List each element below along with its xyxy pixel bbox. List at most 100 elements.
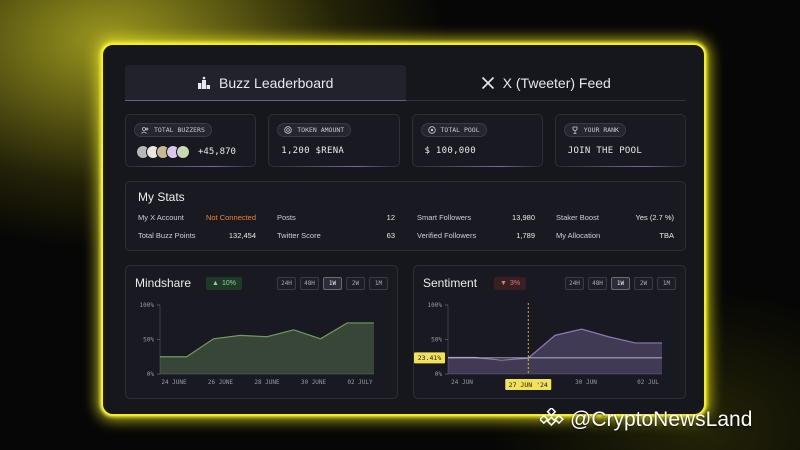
stat-value: 1,789 (516, 231, 535, 240)
stat-total-buzz-points: Total Buzz Points 132,454 (138, 231, 256, 240)
x-tick-label: 24 JUN (451, 379, 473, 386)
avatar (176, 145, 190, 159)
podium-icon (198, 76, 211, 89)
stat-value: Yes (2.7 %) (635, 213, 675, 222)
trophy-icon (572, 126, 578, 134)
range-button-1m[interactable]: 1M (657, 277, 676, 290)
stat-value: TBA (659, 231, 674, 240)
x-tick-label: 26 JUNE (208, 379, 234, 386)
card-label-pill: TOTAL POOL (420, 123, 487, 137)
card-total-pool: TOTAL POOL $ 100,000 (411, 114, 543, 167)
stat-value: 13,980 (512, 213, 535, 222)
badge-value: 3% (509, 280, 521, 287)
stat-verified-followers: Verified Followers 1,789 (417, 231, 535, 240)
watermark-text: @CryptoNewsLand (570, 408, 753, 431)
sentiment-chart-card: Sentiment ▼ 3% 24H 48H 1W 2W 1M 100% 50% 0% 24 … (413, 265, 686, 399)
your-rank-value[interactable]: JOIN THE POOL (567, 146, 643, 156)
my-stats-panel: My Stats My X Account Not Connected Tota… (125, 181, 686, 251)
stat-value[interactable]: Not Connected (205, 213, 256, 222)
y-tick-label: 100% (140, 302, 155, 309)
range-button-1m[interactable]: 1M (369, 277, 388, 290)
buzzers-count: +45,870 (198, 147, 236, 157)
x-logo-icon (481, 76, 494, 89)
series-area (160, 322, 374, 374)
tab-label: Buzz Leaderboard (219, 74, 334, 91)
tab-bar: Buzz Leaderboard X (Tweeter) Feed (125, 65, 686, 101)
series-line (160, 322, 374, 358)
x-tick-label: 28 JUNE (254, 379, 280, 386)
total-pool-value: $ 100,000 (424, 146, 476, 156)
crosshair-x-label-bg (505, 379, 552, 390)
range-button-2w[interactable]: 2W (634, 277, 653, 290)
stat-twitter-score: Twitter Score 63 (277, 231, 395, 240)
badge-value: 10% (221, 280, 236, 287)
crosshair-y-label: 23.41% (418, 354, 442, 362)
x-tick-label: 02 JULY (347, 379, 373, 386)
buzz-panel: Buzz Leaderboard X (Tweeter) Feed TOTAL … (101, 43, 706, 416)
range-button-24h[interactable]: 24H (277, 277, 296, 290)
token-amount-value: 1,200 $RENA (281, 146, 345, 156)
range-button-1w[interactable]: 1W (611, 277, 630, 290)
card-label-pill: TOTAL BUZZERS (134, 123, 212, 137)
stat-staker-boost: Staker Boost Yes (2.7 %) (556, 213, 674, 222)
y-tick-label: 100% (428, 302, 443, 309)
series-line (448, 328, 662, 361)
arrow-up-icon: ▲ (212, 280, 219, 287)
users-icon (141, 127, 149, 134)
tab-label: X (Tweeter) Feed (502, 74, 611, 91)
y-tick-label: 0% (435, 371, 443, 378)
watermark: @CryptoNewsLand (540, 408, 752, 432)
x-tick-label: 30 JUNE (301, 379, 327, 386)
stat-label: Posts (277, 213, 296, 222)
range-selector: 24H 48H 1W 2W 1M (565, 277, 676, 290)
y-tick-label: 50% (431, 337, 442, 344)
crosshair-y-label-bg (414, 352, 445, 364)
card-label-pill: TOKEN AMOUNT (277, 123, 352, 137)
stat-smart-followers: Smart Followers 13,980 (417, 213, 535, 222)
chart-title: Mindshare (135, 276, 192, 290)
binance-logo-icon (540, 408, 564, 427)
stat-label: Twitter Score (277, 231, 321, 240)
sentiment-change-badge: ▼ 3% (494, 277, 527, 290)
stat-value: 132,454 (228, 231, 256, 240)
coin-icon (284, 126, 292, 134)
stat-value: 63 (386, 231, 395, 240)
series-area (448, 329, 662, 374)
card-label-text: YOUR RANK (583, 126, 619, 134)
card-label-pill: YOUR RANK (563, 123, 626, 137)
range-button-48h[interactable]: 48H (588, 277, 607, 290)
mindshare-change-badge: ▲ 10% (206, 277, 242, 290)
range-button-2w[interactable]: 2W (346, 277, 365, 290)
card-label-text: TOTAL BUZZERS (154, 126, 205, 134)
card-label-text: TOKEN AMOUNT (297, 126, 345, 134)
x-tick-label: 24 JUNE (161, 379, 187, 386)
crosshair-x-label: 27 JUN '24 (509, 381, 548, 389)
range-button-48h[interactable]: 48H (300, 277, 319, 290)
card-label-text: TOTAL POOL (440, 126, 480, 134)
x-tick-label: 30 JUN (575, 379, 597, 386)
stat-label: My Allocation (556, 231, 601, 240)
my-stats-title: My Stats (138, 190, 185, 204)
mindshare-chart: 100% 50% 0% 24 JUNE 26 JUNE 28 JUNE 30 JUNE 02 … (140, 302, 374, 386)
range-selector: 24H 48H 1W 2W 1M (277, 277, 388, 290)
card-total-buzzers: TOTAL BUZZERS +45,870 (125, 114, 257, 167)
y-tick-label: 50% (143, 337, 154, 344)
stat-posts: Posts 12 (277, 213, 395, 222)
avatar-stack: +45,870 (136, 145, 236, 159)
stat-value: 12 (386, 213, 395, 222)
mindshare-chart-card: Mindshare ▲ 10% 24H 48H 1W 2W 1M 100% 50% 0% 24… (125, 265, 398, 399)
card-token-amount: TOKEN AMOUNT 1,200 $RENA (268, 114, 400, 167)
range-button-24h[interactable]: 24H (565, 277, 584, 290)
stat-label: Staker Boost (556, 213, 599, 222)
stat-label: Total Buzz Points (138, 231, 196, 240)
stat-my-x-account: My X Account Not Connected (138, 213, 256, 222)
range-button-1w[interactable]: 1W (323, 277, 342, 290)
stat-label: My X Account (138, 213, 184, 222)
tab-buzz-leaderboard[interactable]: Buzz Leaderboard (125, 65, 406, 101)
pool-icon (427, 126, 436, 134)
summary-cards: TOTAL BUZZERS +45,870 TOKEN AMOUNT 1,200… (125, 114, 686, 167)
y-tick-label: 0% (147, 371, 155, 378)
tab-x-feed[interactable]: X (Tweeter) Feed (405, 65, 686, 101)
card-your-rank: YOUR RANK JOIN THE POOL (554, 114, 686, 167)
